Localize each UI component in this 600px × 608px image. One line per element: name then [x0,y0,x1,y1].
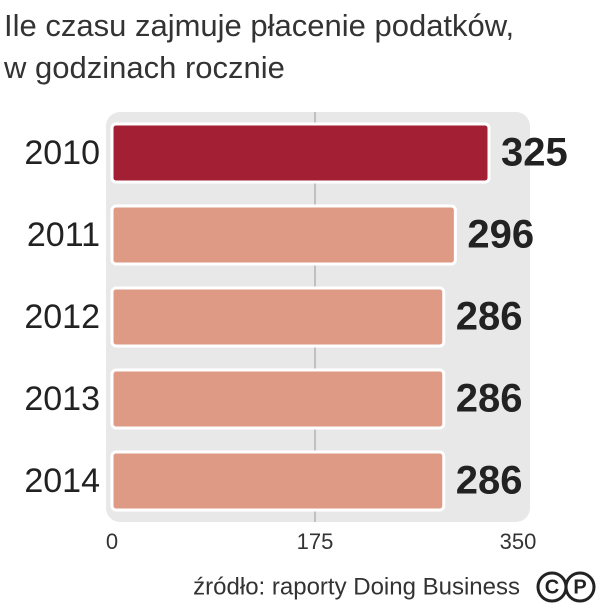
y-tick-label: 2012 [24,298,100,336]
source: źródło: raporty Doing Business [193,573,520,600]
x-tick-label: 350 [500,529,537,554]
bar [110,450,446,512]
value-label: 325 [501,131,568,175]
logo: C P [536,571,596,603]
y-tick-label: 2011 [27,216,100,254]
x-tick-label: 175 [297,529,334,554]
y-tick-label: 2013 [24,380,100,418]
value-label: 286 [456,459,523,503]
value-label: 296 [467,213,534,257]
logo-letter: C [545,576,559,598]
y-tick-label: 2014 [24,462,100,500]
logo-circle [564,571,596,603]
value-label: 286 [456,377,523,421]
chart-title: Ile czasu zajmuje płacenie podatków, [4,8,514,43]
x-tick-label: 0 [106,529,118,554]
bar [110,122,491,184]
bar [110,368,446,430]
y-tick-label: 2010 [24,134,100,172]
bar [110,286,446,348]
value-label: 286 [456,295,523,339]
chart-title: w godzinach rocznie [3,50,285,85]
logo-letter: P [573,576,586,598]
bar [110,204,457,266]
